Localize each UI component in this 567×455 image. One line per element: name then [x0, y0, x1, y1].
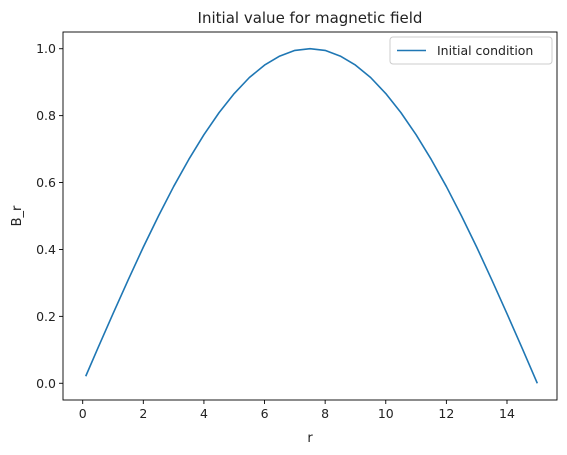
- y-tick-label: 1.0: [36, 41, 56, 56]
- x-tick-label: 4: [200, 406, 208, 421]
- y-tick-label: 0.0: [36, 376, 56, 391]
- y-axis-label: B_r: [10, 205, 25, 226]
- x-tick-label: 2: [139, 406, 147, 421]
- x-tick-label: 6: [261, 406, 269, 421]
- legend-label-initial-condition: Initial condition: [437, 43, 533, 58]
- y-tick-label: 0.6: [36, 175, 56, 190]
- x-tick-label: 0: [79, 406, 87, 421]
- x-tick-label: 10: [378, 406, 394, 421]
- legend-box: [389, 36, 553, 65]
- y-tick-label: 0.2: [36, 309, 56, 324]
- series-layer: [84, 47, 539, 384]
- plot-frame: [62, 31, 558, 401]
- chart-title: Initial value for magnetic field: [198, 9, 423, 27]
- x-tick-label: 8: [321, 406, 329, 421]
- x-axis-label: r: [307, 431, 313, 446]
- y-tick-label: 0.8: [36, 108, 56, 123]
- y-axis-ticks: 0.0 0.2 0.4 0.6 0.8 1.0: [36, 41, 63, 391]
- y-tick-label: 0.4: [36, 242, 56, 257]
- x-tick-label: 12: [438, 406, 454, 421]
- series-line-initial-condition: [84, 47, 539, 384]
- legend: Initial condition: [389, 36, 553, 65]
- x-tick-label: 14: [499, 406, 515, 421]
- x-axis-ticks: 0 2 4 6 8 10 12 14: [79, 400, 515, 421]
